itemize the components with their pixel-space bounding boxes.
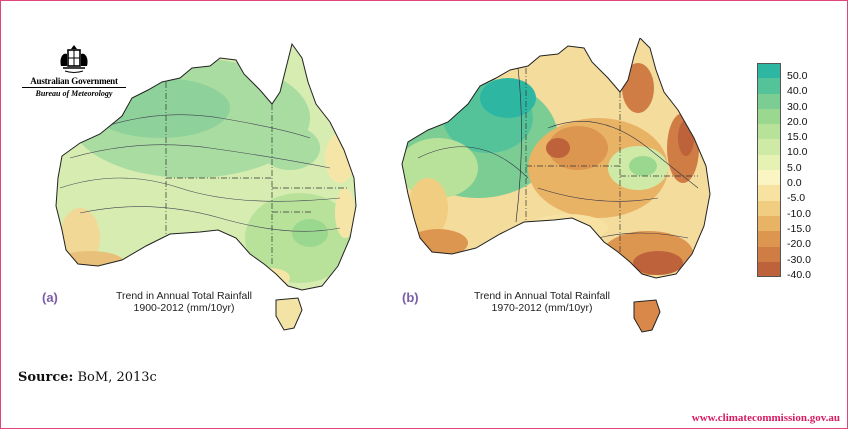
legend-row: 40.0 bbox=[757, 78, 817, 97]
rainfall-map-1900-2012 bbox=[55, 42, 357, 331]
legend-row: 30.0 bbox=[757, 93, 817, 113]
panel-a-caption-line2: 1900-2012 (mm/10yr) bbox=[133, 302, 235, 314]
legend-label: -15.0 bbox=[787, 222, 811, 235]
legend-swatch bbox=[757, 63, 781, 79]
legend-row: 5.0 bbox=[757, 154, 817, 174]
logo-government-text: Australian Government bbox=[30, 76, 118, 86]
legend-row: -40.0 bbox=[757, 261, 817, 281]
legend-label: 10.0 bbox=[787, 146, 808, 159]
panel-a-caption: Trend in Annual Total Rainfall 1900-2012… bbox=[84, 290, 284, 314]
source-note: Source: BoM, 2013c bbox=[18, 370, 157, 385]
legend-swatch bbox=[757, 231, 781, 247]
panel-b-caption-line2: 1970-2012 (mm/10yr) bbox=[491, 302, 593, 314]
legend-label: -20.0 bbox=[787, 238, 811, 251]
legend-label: -5.0 bbox=[787, 192, 806, 205]
legend-row: -20.0 bbox=[757, 231, 817, 250]
panel-b-letter: (b) bbox=[402, 290, 419, 305]
legend-label: 50.0 bbox=[787, 70, 808, 82]
legend-swatch bbox=[757, 246, 781, 262]
website-url[interactable]: www.climatecommission.gov.au bbox=[691, 412, 840, 424]
legend-row: -15.0 bbox=[757, 215, 817, 235]
legend-label: 5.0 bbox=[787, 161, 802, 174]
coat-of-arms-icon bbox=[60, 45, 88, 73]
legend-label: 30.0 bbox=[787, 100, 808, 113]
legend-row: -10.0 bbox=[757, 200, 817, 220]
color-legend: 50.0 40.0 30.0 20.0 15.0 10.0 5.0 0.0 -5.0 -10.0 -… bbox=[757, 63, 817, 281]
legend-label: 20.0 bbox=[787, 115, 808, 128]
panel-b-caption-line1: Trend in Annual Total Rainfall bbox=[473, 290, 610, 302]
legend-swatch bbox=[757, 139, 781, 155]
legend-label: 40.0 bbox=[787, 85, 808, 98]
legend-swatch bbox=[757, 108, 781, 125]
legend-label: 15.0 bbox=[787, 131, 808, 144]
legend-swatch bbox=[757, 170, 781, 186]
legend-swatch bbox=[757, 78, 781, 94]
legend-row: -5.0 bbox=[757, 185, 817, 204]
bom-logo: Australian Government Bureau of Meteorol… bbox=[22, 44, 126, 98]
legend-row: -30.0 bbox=[757, 246, 817, 266]
legend-swatch bbox=[757, 93, 781, 109]
legend-swatch bbox=[757, 124, 781, 140]
legend-row: 0.0 bbox=[757, 170, 817, 189]
legend-row: 10.0 bbox=[757, 139, 817, 158]
legend-swatch bbox=[757, 261, 781, 278]
legend-label: 0.0 bbox=[787, 177, 802, 190]
legend-label: -10.0 bbox=[787, 207, 811, 220]
source-text: BoM, 2013c bbox=[77, 370, 157, 385]
legend-swatch bbox=[757, 185, 781, 201]
panel-a-caption-line1: Trend in Annual Total Rainfall bbox=[115, 290, 252, 302]
panel-a-letter: (a) bbox=[42, 290, 58, 305]
source-label: Source: bbox=[18, 370, 74, 385]
legend-swatch bbox=[757, 215, 781, 232]
legend-label: -40.0 bbox=[787, 268, 811, 281]
logo-bureau-text: Bureau of Meteorology bbox=[22, 87, 126, 98]
legend-label: -30.0 bbox=[787, 253, 811, 266]
panel-b-caption: Trend in Annual Total Rainfall 1970-2012… bbox=[442, 290, 642, 314]
legend-row: 20.0 bbox=[757, 108, 817, 128]
rainfall-map-1970-2012 bbox=[401, 38, 711, 333]
legend-row: 15.0 bbox=[757, 124, 817, 143]
legend-swatch bbox=[757, 200, 781, 216]
legend-swatch bbox=[757, 154, 781, 171]
legend-row: 50.0 bbox=[757, 63, 817, 82]
